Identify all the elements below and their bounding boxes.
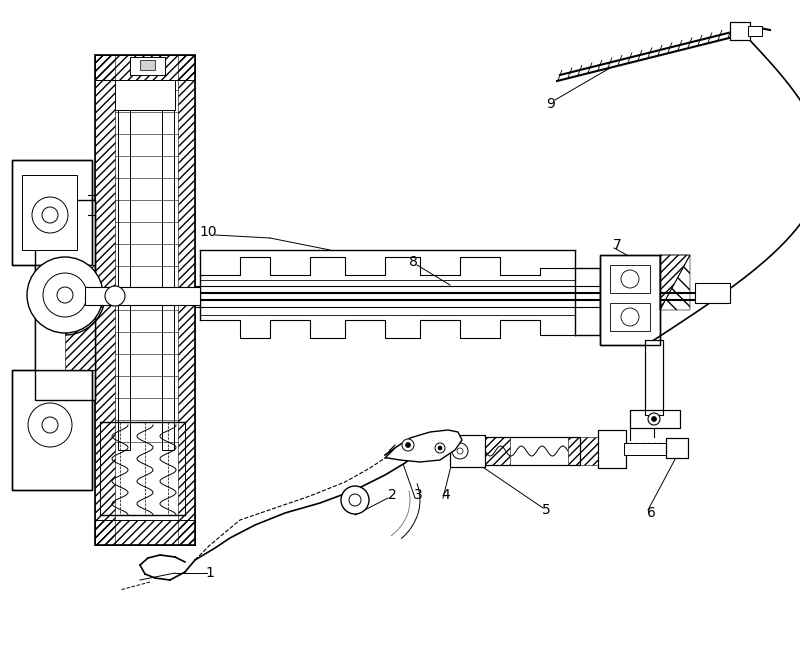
Polygon shape	[35, 200, 95, 400]
Circle shape	[57, 287, 73, 303]
Bar	[645, 340, 663, 415]
Bar	[100, 422, 185, 515]
Bar	[12, 160, 92, 265]
Circle shape	[43, 273, 87, 317]
Circle shape	[42, 207, 58, 223]
Circle shape	[651, 417, 657, 421]
Circle shape	[42, 417, 58, 433]
Text: 10: 10	[199, 225, 217, 239]
Text: 2: 2	[388, 488, 396, 502]
Bar	[610, 265, 650, 293]
Circle shape	[621, 270, 639, 288]
Bar	[130, 57, 165, 75]
Bar	[610, 303, 650, 331]
Bar	[450, 435, 485, 467]
Bar	[95, 55, 195, 80]
Bar	[115, 80, 175, 110]
Bar	[118, 80, 130, 450]
Text: 7: 7	[613, 238, 622, 252]
Circle shape	[621, 308, 639, 326]
Text: 1: 1	[206, 566, 214, 580]
Circle shape	[105, 286, 125, 306]
Circle shape	[32, 197, 68, 233]
Bar	[22, 175, 77, 250]
Bar	[450, 435, 485, 467]
Bar	[666, 438, 688, 458]
Bar	[162, 80, 174, 450]
Bar	[730, 22, 750, 40]
Bar	[480, 437, 580, 465]
Bar	[730, 22, 750, 40]
Bar	[666, 438, 688, 458]
Text: 5: 5	[542, 503, 550, 517]
Circle shape	[435, 443, 445, 453]
Bar	[95, 520, 195, 545]
Bar	[12, 370, 92, 490]
Bar	[600, 255, 660, 345]
Bar	[645, 340, 663, 415]
Text: 6: 6	[646, 506, 655, 520]
Bar	[12, 160, 92, 265]
Circle shape	[27, 257, 103, 333]
Circle shape	[406, 443, 410, 448]
Bar	[598, 430, 626, 468]
Circle shape	[402, 439, 414, 451]
Bar	[624, 443, 674, 455]
Circle shape	[341, 486, 369, 514]
Circle shape	[349, 494, 361, 506]
Bar	[600, 255, 660, 345]
Polygon shape	[195, 438, 422, 560]
Bar	[598, 430, 626, 468]
Polygon shape	[65, 265, 95, 295]
Text: 3: 3	[414, 488, 422, 502]
Circle shape	[438, 446, 442, 450]
Circle shape	[28, 403, 72, 447]
Text: 8: 8	[409, 255, 418, 269]
Bar	[12, 370, 92, 490]
Circle shape	[457, 448, 463, 454]
Bar	[630, 410, 680, 428]
Bar	[630, 410, 680, 428]
Bar	[85, 287, 200, 305]
Polygon shape	[35, 265, 95, 370]
Bar	[480, 437, 580, 465]
Polygon shape	[385, 430, 462, 462]
Text: 9: 9	[546, 97, 555, 111]
Circle shape	[452, 443, 468, 459]
Circle shape	[648, 413, 660, 425]
Bar	[35, 200, 95, 400]
Bar	[95, 55, 195, 545]
Text: 4: 4	[442, 488, 450, 502]
Bar	[95, 55, 115, 545]
Bar	[695, 283, 730, 303]
Bar	[140, 60, 155, 70]
Bar	[748, 26, 762, 36]
